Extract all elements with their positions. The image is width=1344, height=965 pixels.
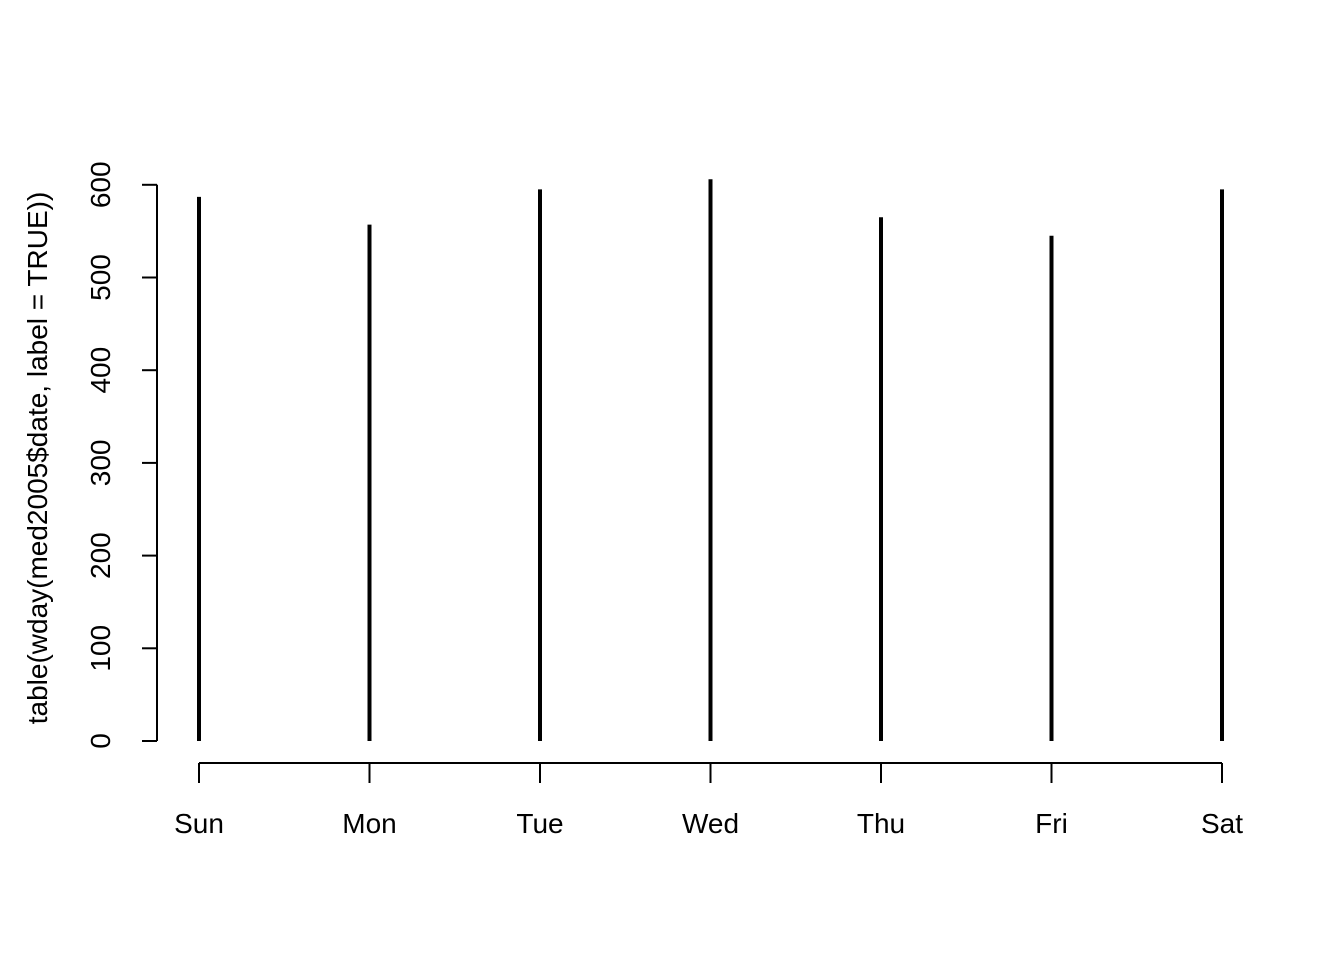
y-tick-label: 100 [85, 625, 116, 672]
spike-series [197, 179, 1224, 741]
y-tick-label: 500 [85, 254, 116, 301]
y-axis: 0 100 200 300 400 500 600 [85, 161, 158, 749]
y-axis-title: table(wday(med2005$date, label = TRUE)) [22, 192, 53, 725]
x-tick-label: Sat [1201, 808, 1243, 839]
y-tick-label: 0 [85, 733, 116, 749]
x-tick-label: Wed [682, 808, 739, 839]
y-tick-label: 400 [85, 347, 116, 394]
y-tick-label: 200 [85, 532, 116, 579]
x-axis: Sun Mon Tue Wed Thu Fri Sat [174, 762, 1243, 839]
x-tick-label: Sun [174, 808, 224, 839]
y-tick-label: 600 [85, 161, 116, 208]
y-tick-label: 300 [85, 440, 116, 487]
x-tick-label: Tue [516, 808, 563, 839]
x-tick-label: Thu [857, 808, 905, 839]
y-ticks: 0 100 200 300 400 500 600 [85, 161, 157, 749]
x-tick-label: Fri [1035, 808, 1068, 839]
x-ticks: Sun Mon Tue Wed Thu Fri Sat [174, 763, 1243, 839]
x-tick-label: Mon [342, 808, 396, 839]
